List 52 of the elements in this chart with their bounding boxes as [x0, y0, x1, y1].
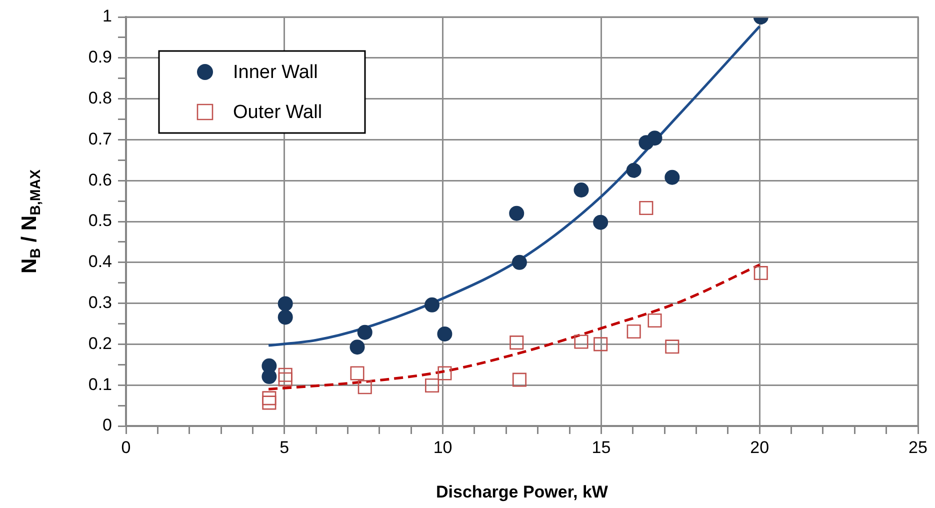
x-tick-label: 5 — [280, 438, 290, 457]
point — [626, 162, 642, 178]
point — [626, 324, 641, 339]
point — [754, 266, 768, 280]
y-tick-label: 0.4 — [88, 252, 112, 272]
point — [512, 254, 527, 270]
point — [278, 310, 293, 325]
y-tick-label: 1 — [102, 6, 112, 26]
point — [425, 378, 440, 393]
point — [358, 380, 372, 394]
y-tick-label: 0.6 — [88, 170, 112, 190]
y-tick-label: 0.2 — [88, 334, 112, 353]
point — [574, 334, 588, 349]
point — [639, 200, 654, 216]
y-tick-label: 0.7 — [88, 129, 112, 148]
legend-label: Inner Wall — [233, 62, 318, 84]
point — [594, 337, 608, 352]
point — [593, 214, 608, 230]
y-tick-label: 0.3 — [88, 292, 112, 312]
point — [262, 396, 276, 410]
legend-label: Outer Wall — [233, 102, 322, 124]
point — [262, 391, 276, 406]
y-tick-label: 0 — [102, 416, 112, 435]
point — [512, 372, 526, 387]
point — [665, 340, 680, 354]
point — [510, 336, 524, 350]
point — [424, 297, 440, 312]
point — [357, 324, 372, 340]
point — [664, 170, 680, 185]
y-tick-label: 0.8 — [88, 88, 112, 108]
x-tick-label: 0 — [121, 438, 131, 457]
y-tick-label: 0.1 — [88, 374, 112, 394]
point — [647, 130, 662, 146]
point — [350, 340, 365, 355]
point — [278, 296, 293, 312]
point — [509, 206, 524, 221]
point — [262, 369, 277, 384]
y-axis-title: NB / NB,MAX — [18, 168, 44, 274]
point — [350, 366, 364, 380]
x-tick-label: 25 — [908, 438, 928, 457]
y-tick-label: 0.5 — [88, 211, 112, 230]
x-axis-title: Discharge Power, kW — [436, 482, 609, 502]
x-tick-label: 20 — [750, 438, 770, 457]
point — [574, 182, 589, 198]
x-tick-label: 10 — [433, 438, 452, 457]
point — [278, 372, 292, 386]
x-tick-label: 15 — [592, 438, 611, 457]
point — [648, 313, 662, 328]
point — [278, 368, 292, 382]
y-tick-label: 0.9 — [88, 48, 112, 67]
point — [437, 326, 452, 342]
point — [438, 366, 452, 380]
